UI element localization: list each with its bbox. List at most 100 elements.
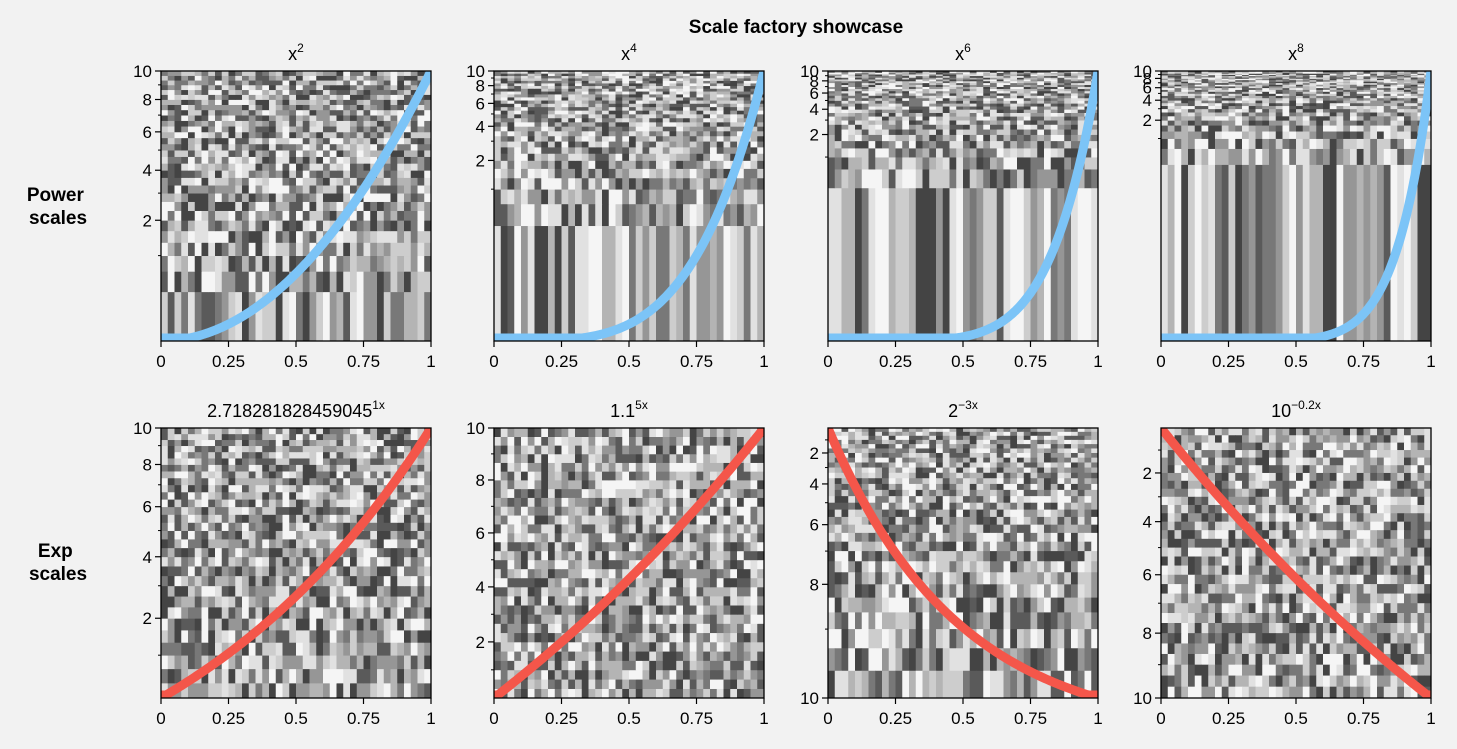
heatmap-cell (507, 94, 515, 98)
heatmap-cell (1275, 84, 1283, 87)
heatmap-cell (296, 177, 304, 186)
heatmap-cell (888, 109, 896, 113)
heatmap-cell (194, 255, 202, 272)
heatmap-cell (841, 124, 849, 130)
heatmap-cell (875, 95, 883, 99)
heatmap-cell (1275, 148, 1283, 165)
heatmap-cell (1316, 87, 1324, 90)
heatmap-cell (1350, 138, 1358, 149)
heatmap-cell (963, 79, 971, 82)
heatmap-cell (983, 84, 991, 87)
heatmap-cell (1336, 84, 1344, 87)
heatmap-cell (161, 104, 169, 111)
heatmap-cell (269, 170, 277, 178)
heatmap-cell (1235, 148, 1243, 165)
heatmap-cell (1410, 97, 1418, 101)
heatmap-cell (1201, 120, 1209, 126)
heatmap-cell (1221, 75, 1229, 78)
heatmap-cell (1417, 89, 1425, 92)
heatmap-cell (1289, 72, 1297, 74)
heatmap-cell (255, 255, 263, 272)
heatmap-cell (875, 116, 883, 121)
heatmap-cell (622, 126, 630, 132)
heatmap-cell (969, 77, 977, 80)
heatmap-cell (282, 220, 290, 232)
heatmap-cell (676, 153, 684, 161)
heatmap-cell (834, 82, 842, 86)
heatmap-cell (221, 137, 229, 145)
heatmap-cell (1289, 164, 1297, 341)
heatmap-cell (548, 153, 556, 161)
heatmap-cell (1201, 79, 1209, 82)
heatmap-cell (534, 91, 542, 95)
heatmap-cell (1003, 134, 1011, 142)
heatmap-cell (1188, 85, 1196, 89)
x-tick-label: 0.5 (951, 352, 975, 371)
heatmap-cell (936, 86, 944, 90)
heatmap-cell (1377, 91, 1385, 94)
heatmap-cell (541, 177, 549, 190)
heatmap-cell (635, 94, 643, 98)
heatmap-cell (1030, 95, 1038, 99)
heatmap-cell (1044, 88, 1052, 92)
heatmap-cell (956, 100, 964, 104)
heatmap-cell (201, 84, 209, 91)
heatmap-cell (410, 120, 418, 127)
heatmap-cell (662, 203, 670, 227)
heatmap-cell (1071, 134, 1079, 142)
heatmap-cell (983, 74, 991, 77)
heatmap-cell (983, 79, 991, 82)
heatmap-cell (1363, 100, 1371, 104)
heatmap-cell (1350, 77, 1358, 79)
heatmap-cell (757, 141, 764, 148)
heatmap-cell (1296, 75, 1304, 78)
heatmap-cell (1262, 75, 1270, 78)
heatmap-cell (990, 84, 998, 87)
heatmap-cell (1282, 72, 1290, 74)
heatmap-cell (855, 75, 863, 78)
heatmap-cell (181, 185, 189, 194)
heatmap-cell (1296, 81, 1304, 84)
heatmap-cell (194, 185, 202, 194)
heatmap-cell (1248, 89, 1256, 92)
heatmap-cell (855, 74, 863, 77)
heatmap-cell (521, 85, 529, 89)
heatmap-cell (689, 141, 697, 148)
heatmap-cell (269, 156, 277, 164)
heatmap-cell (174, 84, 182, 91)
heatmap-cell (575, 225, 583, 341)
heatmap-cell (1282, 79, 1290, 82)
heatmap-cell (828, 157, 836, 170)
heatmap-cell (417, 143, 425, 151)
heatmap-cell (561, 97, 569, 101)
heatmap-cell (1077, 74, 1085, 77)
heatmap-cell (588, 153, 596, 161)
heatmap-cell (161, 84, 169, 91)
heatmap-cell (929, 187, 937, 341)
heatmap-cell (996, 116, 1004, 121)
heatmap-cell (1323, 81, 1331, 84)
heatmap-cell (716, 146, 724, 154)
heatmap-cell (228, 220, 236, 232)
heatmap-cell (390, 291, 398, 341)
heatmap-cell (262, 120, 270, 127)
heatmap-cell (235, 94, 243, 100)
heatmap-cell (377, 80, 385, 86)
heatmap-cell (208, 84, 216, 91)
heatmap-cell (1390, 100, 1398, 104)
heatmap-cell (316, 291, 324, 341)
heatmap-cell (410, 271, 418, 293)
heatmap-cell (1248, 77, 1256, 79)
heatmap-cell (1057, 90, 1065, 94)
heatmap-cell (296, 230, 304, 243)
heatmap-cell (841, 106, 849, 110)
heatmap-cell (255, 143, 263, 151)
heatmap-cell (1363, 78, 1371, 81)
heatmap-cell (514, 160, 522, 169)
heatmap-cell (541, 106, 549, 111)
heatmap-cell (269, 193, 277, 202)
heatmap-cell (615, 189, 623, 205)
heatmap-cell (581, 83, 589, 87)
heatmap-cell (689, 100, 697, 104)
heatmap-cell (649, 121, 657, 127)
